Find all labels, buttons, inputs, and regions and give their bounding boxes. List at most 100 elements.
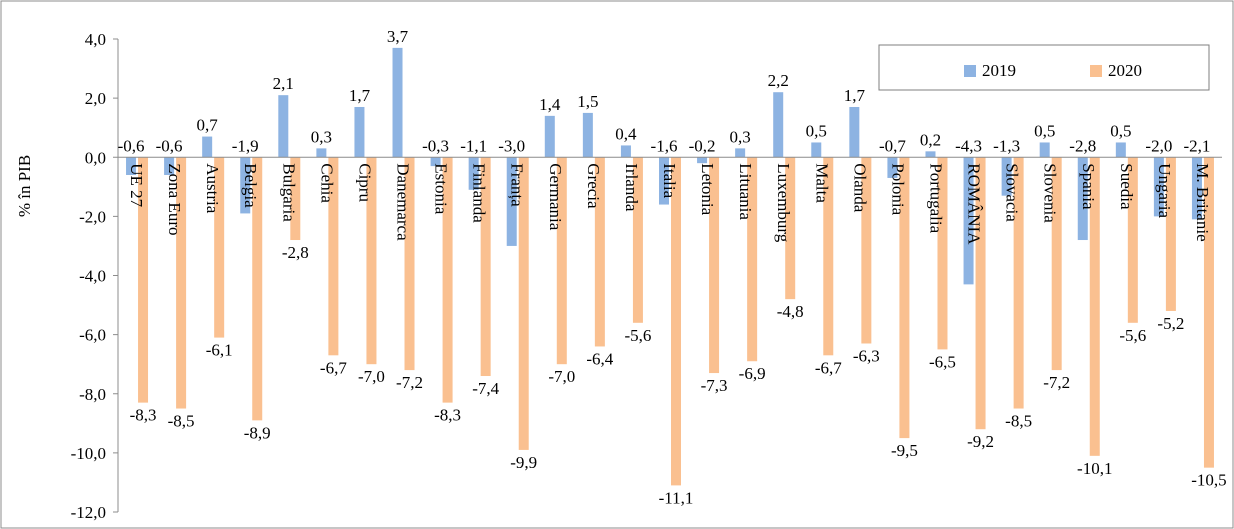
data-label-2020: -5,2: [1157, 314, 1184, 333]
data-label-2020: -7,0: [548, 367, 575, 386]
data-label-2019: 0,5: [1110, 121, 1131, 140]
data-label-2020: -7,3: [701, 376, 728, 395]
data-label-2019: 0,3: [730, 127, 751, 146]
bar-2019: [1077, 157, 1088, 241]
category-label: Spania: [1079, 163, 1098, 210]
y-tick-label: 4,0: [85, 30, 106, 49]
bar-2020: [709, 157, 720, 374]
bar-2020: [1013, 157, 1024, 409]
bar-2020: [899, 157, 910, 439]
data-label-2020: -6,4: [586, 349, 613, 368]
y-tick-label: 2,0: [85, 89, 106, 108]
bar-2019: [811, 142, 822, 158]
data-label-2019: -3,0: [498, 136, 525, 155]
bar-2020: [214, 157, 225, 338]
data-label-2019: -0,6: [156, 136, 183, 155]
bar-2019: [887, 157, 898, 178]
category-label: Finlanda: [470, 163, 489, 223]
bar-2020: [290, 157, 301, 241]
data-label-2020: -9,5: [891, 441, 918, 460]
data-label-2020: -10,5: [1191, 471, 1226, 490]
data-label-2019: 1,7: [349, 86, 371, 105]
y-tick-label: -6,0: [79, 326, 106, 345]
bar-2020: [632, 157, 643, 323]
category-label: Slovenia: [1041, 163, 1060, 223]
data-label-2020: -6,3: [853, 346, 880, 365]
category-label: Slovacia: [1003, 163, 1022, 222]
bar-2020: [1089, 157, 1100, 456]
category-label: Bulgaria: [279, 163, 298, 222]
bar-2020: [747, 157, 758, 362]
bar-2020: [252, 157, 263, 421]
bar-2020: [1051, 157, 1062, 371]
legend: 2019 2020: [878, 44, 1210, 91]
data-label-2019: -0,3: [422, 136, 449, 155]
data-label-2019: -1,9: [232, 136, 259, 155]
y-tick-label: -10,0: [71, 444, 106, 463]
bar-2019: [278, 95, 289, 158]
y-tick-label: -4,0: [79, 267, 106, 286]
data-label-2019: 3,7: [387, 27, 409, 46]
data-label-2019: 1,5: [577, 92, 598, 111]
category-label: Luxemburg: [774, 163, 793, 243]
category-label: Italia: [660, 163, 679, 198]
data-label-2020: -6,7: [320, 358, 347, 377]
bar-2019: [1001, 157, 1012, 196]
bar-2019: [925, 151, 936, 158]
category-label: Germania: [546, 163, 565, 230]
data-label-2019: -2,1: [1184, 136, 1211, 155]
category-label: Irlanda: [622, 163, 641, 212]
data-label-2020: -5,6: [624, 326, 651, 345]
data-label-2020: -8,5: [1005, 412, 1032, 431]
data-label-2019: 0,7: [197, 116, 219, 135]
data-label-2019: 0,5: [806, 121, 827, 140]
bar-2020: [594, 157, 605, 347]
data-label-2020: -8,9: [244, 423, 271, 442]
data-label-2020: -6,1: [206, 341, 233, 360]
bar-2019: [164, 157, 175, 175]
bar-2020: [328, 157, 339, 356]
data-label-2019: 2,2: [768, 71, 789, 90]
category-label: Suedia: [1117, 163, 1136, 210]
bar-2020: [671, 157, 681, 486]
bar-2019: [1115, 142, 1126, 158]
data-label-2020: -7,2: [396, 373, 423, 392]
data-label-2019: 2,1: [273, 74, 294, 93]
category-label: Austria: [203, 163, 222, 214]
category-label: Danemarca: [394, 163, 413, 241]
data-label-2020: -7,2: [1043, 373, 1070, 392]
data-label-2020: -8,3: [434, 406, 461, 425]
category-label: Belgia: [241, 163, 260, 208]
category-label: UE 27: [127, 163, 146, 207]
data-label-2019: 1,4: [539, 95, 561, 114]
data-label-2019: -0,6: [118, 136, 145, 155]
data-label-2020: -8,5: [168, 412, 195, 431]
category-label: Estonia: [432, 163, 451, 214]
bar-2020: [861, 157, 872, 344]
category-label: M. Britanie: [1193, 163, 1212, 241]
bar-2019: [354, 106, 365, 158]
bar-2020: [1203, 157, 1214, 468]
data-label-2020: -6,7: [815, 358, 842, 377]
data-label-2020: -2,8: [282, 243, 309, 262]
data-label-2020: -8,3: [130, 406, 157, 425]
data-label-2020: -9,2: [967, 432, 994, 451]
category-label: Cehia: [317, 163, 336, 203]
category-label: Lituania: [736, 163, 755, 220]
bar-2019: [468, 157, 479, 190]
data-label-2019: -1,3: [993, 136, 1020, 155]
bar-2020: [442, 157, 453, 403]
bar-2020: [823, 157, 834, 356]
data-label-2019: -1,1: [460, 136, 487, 155]
bar-2019: [544, 115, 555, 158]
bar-2019: [1039, 142, 1050, 158]
bar-2020: [975, 157, 986, 430]
data-label-2019: -0,7: [879, 136, 906, 155]
y-tick-label: -2,0: [79, 207, 106, 226]
category-label: Franța: [508, 163, 527, 207]
bar-2019: [697, 157, 708, 164]
bar-2020: [366, 157, 377, 365]
data-label-2020: -6,5: [929, 352, 956, 371]
category-label: Letonia: [698, 163, 717, 215]
bar-2020: [785, 157, 796, 300]
